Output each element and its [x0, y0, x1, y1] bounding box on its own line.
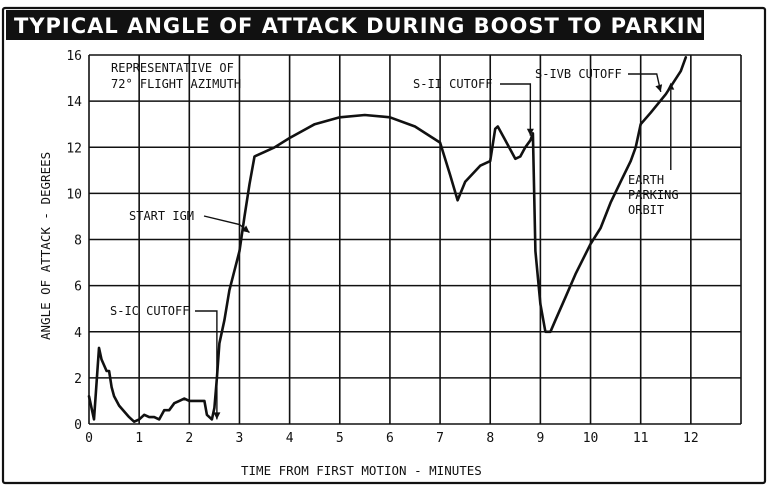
x-tick-label: 0 — [85, 431, 93, 446]
y-axis-label: ANGLE OF ATTACK - DEGREES — [38, 152, 53, 340]
y-tick-label: 10 — [66, 187, 82, 202]
x-tick-label: 1 — [135, 431, 143, 446]
annotation-s-ii-cutoff: S-II CUTOFF — [413, 77, 492, 91]
arrowhead-earth-parking-orbit — [667, 82, 675, 90]
annotations: START IGM S-IC CUTOFF S-II CUTOFF S-IVB CUT… — [110, 67, 679, 420]
x-tick-label: 3 — [236, 431, 244, 446]
series-line — [87, 55, 688, 424]
x-tick-label: 2 — [185, 431, 193, 446]
series-layer — [87, 55, 688, 424]
x-tick-label: 8 — [486, 431, 494, 446]
y-tick-label: 0 — [74, 418, 82, 433]
arrowhead-start-igm — [241, 225, 250, 233]
x-tick-label: 12 — [683, 431, 699, 446]
y-tick-label: 12 — [66, 141, 82, 156]
leader-s-ic-cutoff — [195, 310, 218, 420]
x-tick-label: 7 — [436, 431, 444, 446]
x-tick-label: 10 — [583, 431, 599, 446]
note-line-2: 72° FLIGHT AZIMUTH — [111, 77, 241, 91]
annotation-line: EARTH — [628, 173, 664, 187]
y-tick-label: 6 — [74, 280, 82, 295]
x-tick-label: 9 — [536, 431, 544, 446]
annotation-s-ic-cutoff: S-IC CUTOFF — [110, 304, 189, 318]
annotation-earth-parking-orbit: EARTH PARKING ORBIT — [628, 173, 679, 217]
leader-s-ii-cutoff — [500, 83, 532, 136]
annotation-line: ORBIT — [628, 203, 664, 217]
arrowhead-s-ii-cutoff — [526, 128, 534, 136]
x-tick-label: 6 — [386, 431, 394, 446]
annotation-line: PARKING — [628, 188, 679, 202]
flight-azimuth-note: REPRESENTATIVE OF 72° FLIGHT AZIMUTH — [111, 61, 241, 91]
y-tick-label: 14 — [66, 95, 82, 110]
x-tick-label: 5 — [336, 431, 344, 446]
title-band — [6, 10, 704, 40]
x-axis-label: TIME FROM FIRST MOTION - MINUTES — [241, 463, 482, 478]
annotation-s-ivb-cutoff: S-IVB CUTOFF — [535, 67, 622, 81]
y-tick-label: 4 — [74, 326, 82, 341]
y-tick-label: 8 — [74, 234, 82, 249]
chart-title: TYPICAL ANGLE OF ATTACK DURING BOOST TO … — [14, 14, 768, 38]
arrowhead-s-ivb-cutoff — [655, 84, 663, 92]
y-tick-label: 16 — [66, 49, 82, 64]
grid — [88, 54, 742, 425]
x-tick-label: 4 — [286, 431, 294, 446]
annotation-start-igm: START IGM — [129, 209, 194, 223]
leader-s-ivb-cutoff — [628, 73, 662, 93]
y-tick-label: 2 — [74, 372, 82, 387]
chart-frame — [1, 6, 767, 485]
x-tick-label: 11 — [633, 431, 649, 446]
arrowhead-s-ic-cutoff — [213, 412, 221, 420]
note-line-1: REPRESENTATIVE OF — [111, 61, 234, 75]
